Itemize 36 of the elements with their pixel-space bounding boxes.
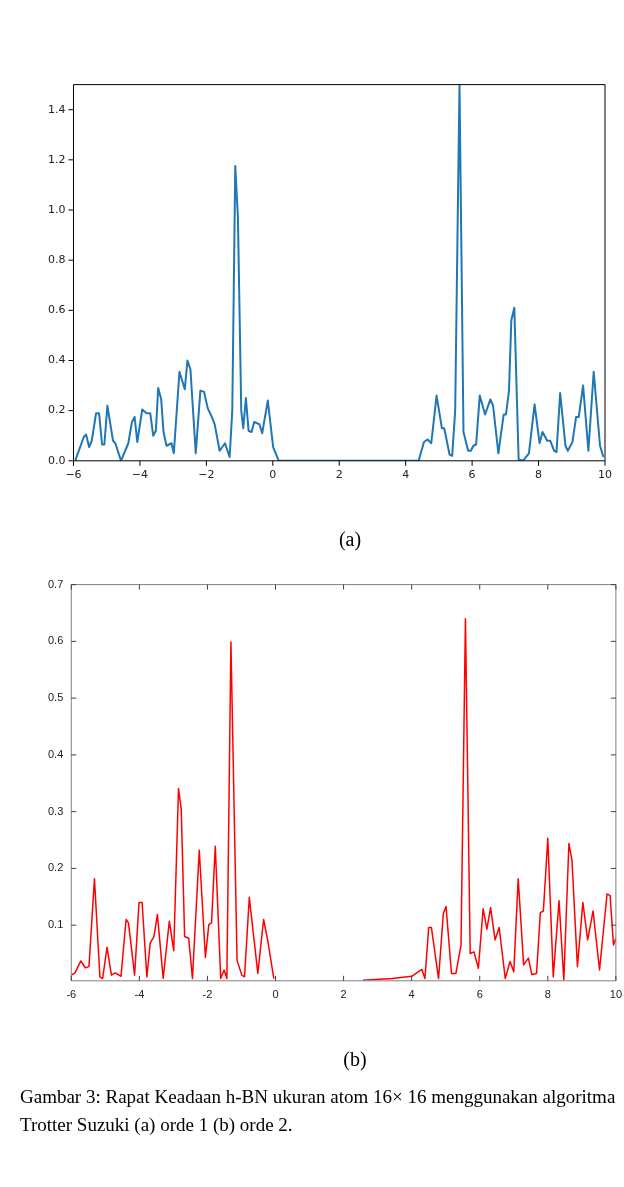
- y-tick-label: 0.5: [47, 691, 64, 704]
- text: Gambar 3: Rapat Keadaan h-BN ukuran atom 16× 16 menggunakan algoritma Trotter Suzuki (a) orde 1 (b) orde 2.: [20, 1085, 617, 1137]
- text: (b): [342, 1048, 368, 1071]
- y-tick-label: 1.2: [47, 152, 66, 166]
- y-tick-label: 1.0: [47, 202, 66, 216]
- x-tick-label: -4: [134, 988, 145, 1001]
- x-tick-label: 0: [269, 468, 277, 482]
- y-tick-label: 0.0: [47, 453, 66, 467]
- x-tick-label: 8: [544, 988, 551, 1001]
- x-tick-label: -6: [66, 988, 77, 1001]
- x-tick-label: −2: [198, 468, 215, 482]
- x-tick-label: 4: [402, 468, 410, 482]
- y-tick-label: 0.3: [47, 804, 64, 817]
- x-tick-label: -2: [202, 988, 213, 1001]
- x-tick-label: 8: [535, 468, 543, 482]
- y-tick-label: 0.2: [47, 861, 64, 874]
- x-tick-label: 0: [272, 988, 279, 1001]
- y-tick-label: 0.4: [47, 747, 64, 760]
- y-tick-label: 0.6: [47, 634, 64, 647]
- x-tick-label: 10: [598, 468, 612, 482]
- x-tick-label: 2: [335, 468, 343, 482]
- y-tick-label: 1.4: [47, 102, 66, 116]
- x-tick-label: 4: [408, 988, 415, 1001]
- y-tick-label: 0.8: [47, 253, 66, 267]
- y-tick-label: 0.7: [47, 577, 64, 590]
- y-tick-label: 0.1: [47, 918, 64, 931]
- x-tick-label: 10: [609, 988, 623, 1001]
- x-tick-label: 6: [468, 468, 476, 482]
- y-tick-label: 0.4: [47, 353, 66, 367]
- y-tick-label: 0.6: [47, 303, 66, 317]
- y-tick-label: 0.2: [47, 403, 66, 417]
- x-tick-label: 6: [476, 988, 483, 1001]
- x-tick-label: −6: [65, 468, 82, 482]
- x-tick-label: −4: [131, 468, 149, 482]
- text: (a): [337, 528, 363, 551]
- x-tick-label: 2: [340, 988, 347, 1001]
